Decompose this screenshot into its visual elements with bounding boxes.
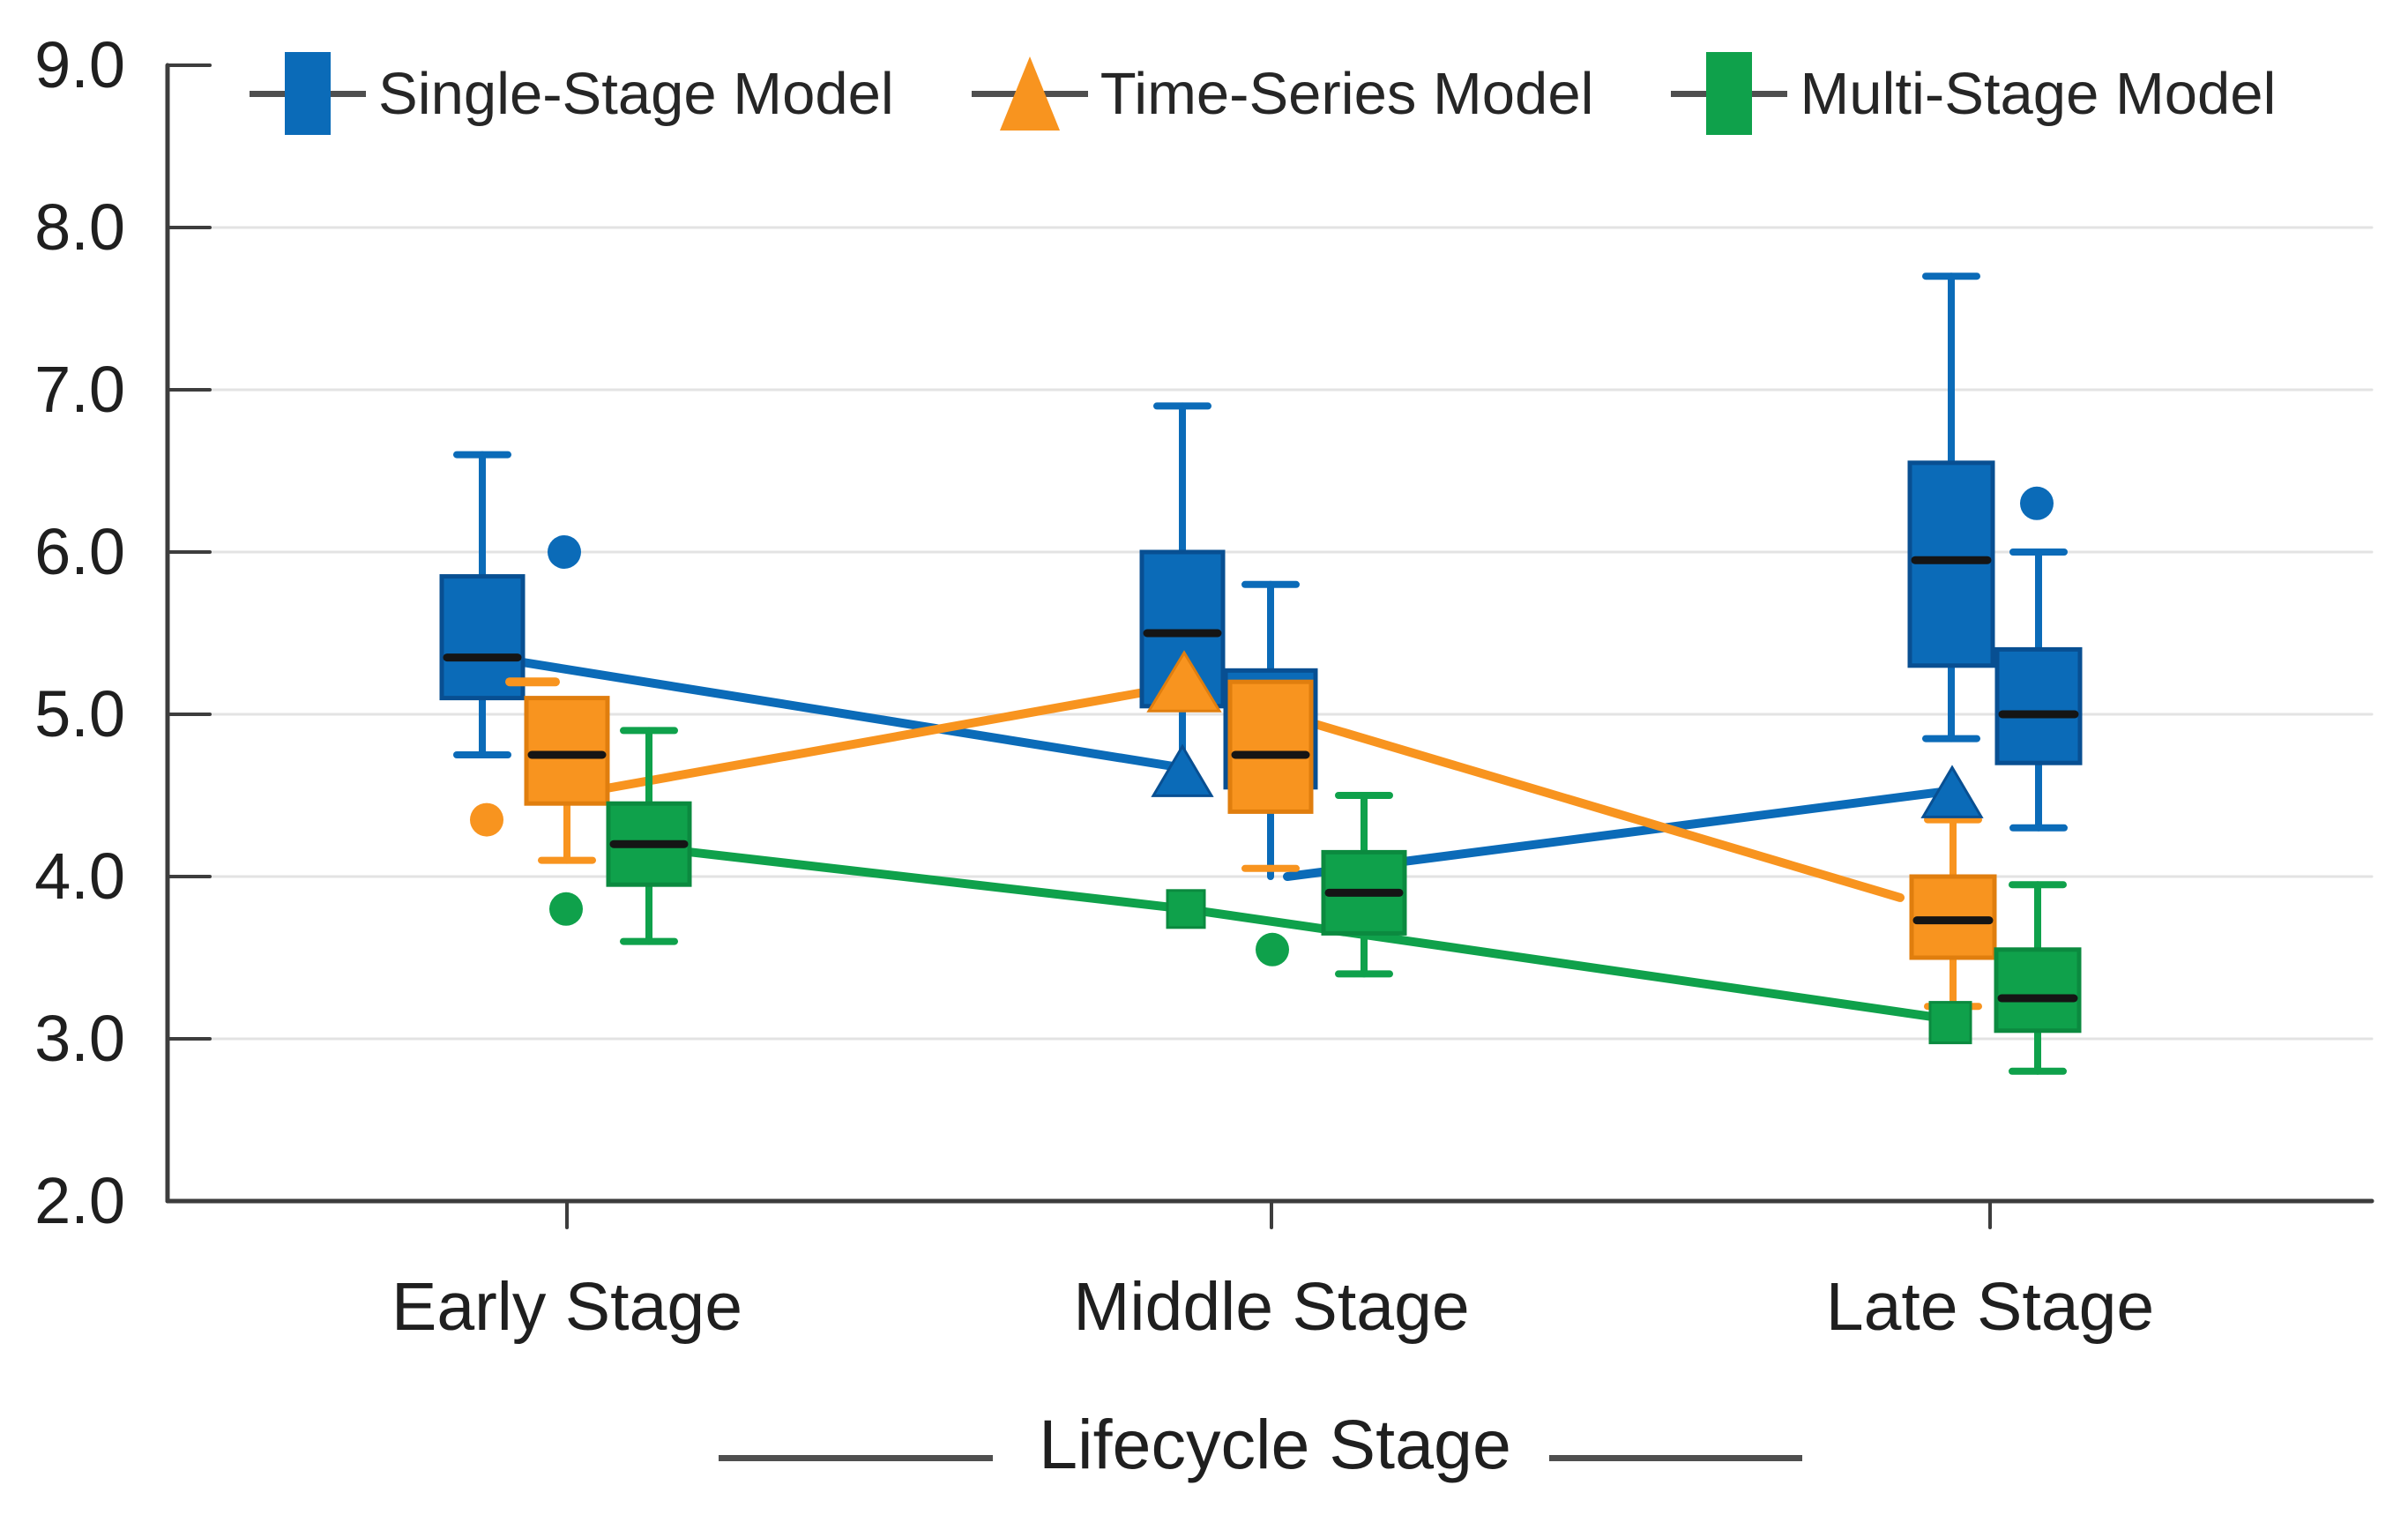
trend-marker-triangle xyxy=(1151,743,1214,797)
legend-label: Single-Stage Model xyxy=(378,60,894,127)
legend-item-single-stage: Single-Stage Model xyxy=(250,36,894,151)
x-axis-label-middle-stage: Middle Stage xyxy=(1073,1269,1470,1345)
outlier-dot xyxy=(1256,932,1289,966)
outlier-dot xyxy=(2020,486,2054,520)
box xyxy=(1227,679,1314,814)
trend-line xyxy=(1182,904,1955,1024)
legend-label: Time-Series Model xyxy=(1100,60,1594,127)
x-axis-label-early-stage: Early Stage xyxy=(391,1269,743,1345)
x-axis-title: Lifecycle Stage xyxy=(1039,1405,1511,1483)
y-tick-label: 8.0 xyxy=(34,190,125,264)
y-tick-label: 4.0 xyxy=(34,840,125,913)
trend-line xyxy=(645,842,1190,914)
y-tick-label: 9.0 xyxy=(34,28,125,101)
y-tick-label: 6.0 xyxy=(34,515,125,588)
legend-label: Multi-Stage Model xyxy=(1800,60,2277,127)
axis-title-left-dash xyxy=(719,1455,993,1461)
trend-marker-triangle xyxy=(1146,650,1222,713)
box xyxy=(1994,947,2082,1034)
outlier-dot xyxy=(470,802,503,837)
outlier-dot xyxy=(549,892,583,926)
box xyxy=(1907,460,1995,668)
y-tick-label: 7.0 xyxy=(34,353,125,426)
legend: Single-Stage Model Time-Series Model Mul… xyxy=(250,32,2276,155)
trend-marker-square xyxy=(1928,1001,1972,1045)
trend-marker-triangle xyxy=(1920,765,1984,818)
box xyxy=(439,574,526,701)
trend-line xyxy=(518,658,1187,772)
axis-title-right-dash xyxy=(1549,1455,1802,1461)
box xyxy=(524,696,610,806)
legend-item-time-series: Time-Series Model xyxy=(971,36,1594,151)
y-tick-label: 3.0 xyxy=(34,1002,125,1075)
box xyxy=(1994,646,2083,765)
outlier-dot xyxy=(548,535,581,569)
trend-line xyxy=(563,680,1189,800)
triangle-marker-icon xyxy=(971,36,1088,151)
boxplot-square-marker-icon xyxy=(250,36,366,151)
boxplot-square-marker-icon xyxy=(1671,36,1788,151)
y-tick-label: 5.0 xyxy=(34,677,125,750)
legend-item-multi-stage: Multi-Stage Model xyxy=(1671,36,2276,151)
y-tick-label: 2.0 xyxy=(34,1164,125,1237)
x-axis-label-late-stage: Late Stage xyxy=(1825,1269,2155,1345)
trend-marker-square xyxy=(1166,889,1206,929)
